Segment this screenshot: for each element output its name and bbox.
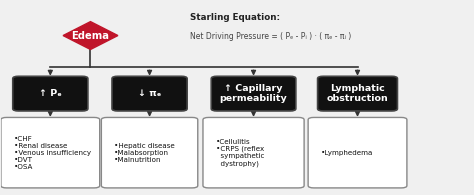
FancyBboxPatch shape: [112, 76, 187, 111]
Text: ↓ πₑ: ↓ πₑ: [138, 89, 161, 98]
Text: ↑ Capillary
permeability: ↑ Capillary permeability: [219, 84, 287, 103]
FancyBboxPatch shape: [101, 117, 198, 188]
FancyBboxPatch shape: [308, 117, 407, 188]
FancyBboxPatch shape: [318, 76, 398, 111]
Text: Edema: Edema: [72, 31, 109, 41]
FancyBboxPatch shape: [1, 117, 100, 188]
FancyBboxPatch shape: [13, 76, 88, 111]
Text: •CHF
•Renal disease
•Venous insufficiency
•DVT
•OSA: •CHF •Renal disease •Venous insufficienc…: [14, 136, 91, 170]
FancyBboxPatch shape: [211, 76, 296, 111]
Text: •Cellulitis
•CRPS (reflex
  sympathetic
  dystrophy): •Cellulitis •CRPS (reflex sympathetic dy…: [216, 139, 264, 167]
Text: Starling Equation:: Starling Equation:: [190, 13, 280, 22]
Text: Lymphatic
obstruction: Lymphatic obstruction: [327, 84, 388, 103]
FancyBboxPatch shape: [203, 117, 304, 188]
Text: ↑ Pₑ: ↑ Pₑ: [39, 89, 62, 98]
Text: •Hepatic disease
•Malabsorption
•Malnutrition: •Hepatic disease •Malabsorption •Malnutr…: [114, 143, 175, 163]
Text: Net Driving Pressure = ( Pₑ - Pᵢ ) · ( πₑ - πᵢ ): Net Driving Pressure = ( Pₑ - Pᵢ ) · ( π…: [190, 32, 351, 41]
Text: •Lymphedema: •Lymphedema: [321, 150, 373, 156]
Polygon shape: [63, 22, 118, 50]
